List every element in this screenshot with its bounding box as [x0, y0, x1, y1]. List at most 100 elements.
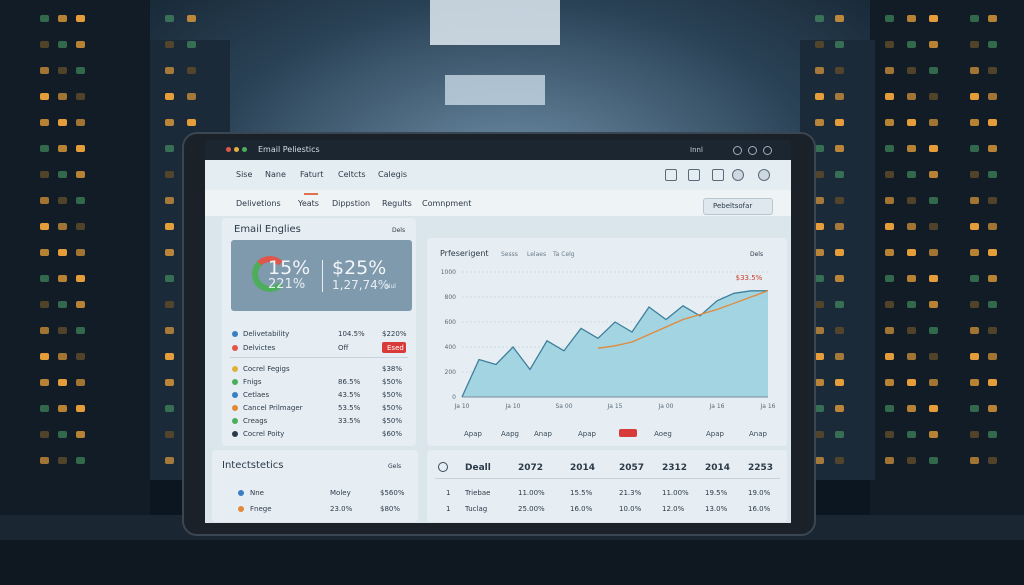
y-tick-label: 400 — [445, 344, 457, 351]
legend-item: Sesss — [501, 251, 518, 258]
chart: 0 200 400 600 800 1000 Ja 10 Ja 10 Sa 00 Ja 15 Ja … — [441, 269, 776, 438]
server-light — [929, 457, 938, 464]
server-light — [40, 145, 49, 152]
tab[interactable]: Delivetions — [236, 199, 281, 208]
nav-item[interactable]: Calegis — [378, 170, 408, 179]
nav-item[interactable]: Celtcts — [338, 170, 366, 179]
table-card — [427, 450, 787, 522]
server-light — [988, 301, 997, 308]
status-badge — [382, 342, 406, 353]
server-light — [835, 197, 844, 204]
server-light — [885, 41, 894, 48]
server-light — [929, 119, 938, 126]
server-light — [165, 353, 174, 360]
card-button[interactable]: Gels — [388, 463, 402, 470]
nav-item[interactable]: Nane — [265, 170, 286, 179]
server-light — [40, 275, 49, 282]
server-light — [929, 197, 938, 204]
server-light — [835, 327, 844, 334]
server-light — [40, 119, 49, 126]
list-cell: Cancel Prilmager — [243, 404, 303, 412]
nav-item[interactable]: Sise — [236, 170, 253, 179]
server-light — [187, 93, 196, 100]
server-light — [815, 67, 824, 74]
server-light — [76, 223, 85, 230]
server-light — [165, 275, 174, 282]
server-light — [929, 275, 938, 282]
server-light — [58, 405, 67, 412]
table-cell: 15.5% — [570, 489, 593, 497]
nav-icon — [732, 169, 744, 181]
server-light — [165, 93, 174, 100]
list-cell: Creags — [243, 417, 268, 425]
server-light — [165, 41, 174, 48]
window-icon — [763, 146, 772, 155]
server-light — [970, 119, 979, 126]
server-light — [76, 353, 85, 360]
server-light — [907, 15, 916, 22]
window-dot — [242, 147, 247, 152]
server-light — [970, 67, 979, 74]
footer-label: Apap — [464, 430, 483, 438]
server-light — [988, 93, 997, 100]
server-light — [815, 15, 824, 22]
server-light — [76, 379, 85, 386]
list-dot — [232, 331, 238, 337]
server-light — [885, 405, 894, 412]
server-light — [76, 431, 85, 438]
chart-button[interactable]: Dels — [750, 251, 764, 258]
list-cell: $220% — [382, 330, 407, 338]
window-icon — [748, 146, 757, 155]
server-light — [970, 431, 979, 438]
metric: 15% — [268, 257, 311, 279]
server-light — [815, 379, 824, 386]
chart-title: Prfeserigent — [440, 249, 489, 258]
stats-cell: Nne — [250, 489, 264, 497]
table-cell: 1 — [446, 505, 451, 513]
table-cell: 19.5% — [705, 489, 728, 497]
footer-label: Apap — [706, 430, 725, 438]
tab[interactable]: Regults — [382, 199, 412, 208]
nav-icon — [712, 169, 724, 181]
server-light — [907, 275, 916, 282]
metric: $25% — [332, 257, 387, 279]
server-light — [187, 119, 196, 126]
dropdown-label[interactable]: Pebeltsofar — [713, 202, 753, 210]
server-light — [165, 249, 174, 256]
server-light — [907, 379, 916, 386]
server-light — [929, 301, 938, 308]
server-light — [907, 405, 916, 412]
card-button[interactable]: Dels — [392, 227, 406, 234]
nav-icon — [758, 169, 770, 181]
server-light — [76, 301, 85, 308]
nav-item[interactable]: Faturt — [300, 170, 324, 179]
server-light — [907, 457, 916, 464]
server-light — [929, 327, 938, 334]
server-light — [885, 197, 894, 204]
server-light — [988, 405, 997, 412]
tab[interactable]: Yeats — [298, 199, 319, 208]
table-cell: 16.0% — [748, 505, 771, 513]
metric: 221% — [268, 277, 306, 292]
server-light — [835, 41, 844, 48]
table-cell: 1 — [446, 489, 451, 497]
server-light — [815, 275, 824, 282]
server-light — [76, 457, 85, 464]
tab[interactable]: Comnpment — [422, 199, 472, 208]
server-light — [58, 93, 67, 100]
server-light — [929, 223, 938, 230]
server-light — [970, 171, 979, 178]
list-cell: $60% — [382, 430, 403, 438]
server-light — [815, 41, 824, 48]
server-light — [885, 249, 894, 256]
footer-label: Aoeg — [654, 430, 672, 438]
server-light — [58, 353, 67, 360]
tab[interactable]: Dippstion — [332, 199, 371, 208]
stats-cell: Fnege — [250, 505, 272, 513]
server-light — [970, 197, 979, 204]
list-cell: Delivetability — [243, 330, 290, 338]
y-tick-label: 600 — [445, 319, 457, 326]
server-light — [988, 457, 997, 464]
server-light — [165, 223, 174, 230]
